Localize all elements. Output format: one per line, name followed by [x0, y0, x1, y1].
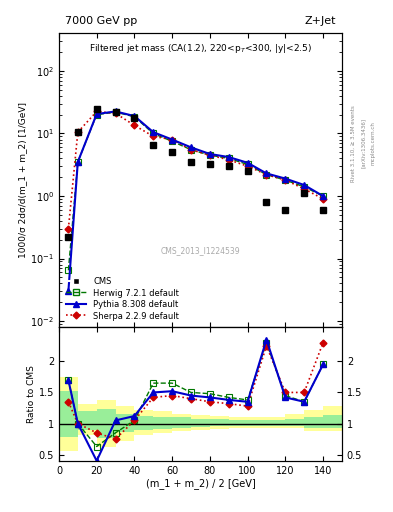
X-axis label: (m_1 + m_2) / 2 [GeV]: (m_1 + m_2) / 2 [GeV] [145, 478, 255, 489]
Legend: CMS, Herwig 7.2.1 default, Pythia 8.308 default, Sherpa 2.2.9 default: CMS, Herwig 7.2.1 default, Pythia 8.308 … [63, 274, 182, 323]
Text: Z+Jet: Z+Jet [305, 16, 336, 26]
Text: Filtered jet mass (CA(1.2), 220<p$_T$<300, |y|<2.5): Filtered jet mass (CA(1.2), 220<p$_T$<30… [89, 42, 312, 55]
Y-axis label: Ratio to CMS: Ratio to CMS [27, 365, 36, 423]
Text: 7000 GeV pp: 7000 GeV pp [64, 16, 137, 26]
Text: mcplots.cern.ch: mcplots.cern.ch [370, 121, 375, 165]
Text: [arXiv:1306.3436]: [arXiv:1306.3436] [361, 118, 366, 168]
Text: CMS_2013_I1224539: CMS_2013_I1224539 [161, 246, 240, 255]
Text: Rivet 3.1.10, ≥ 3.5M events: Rivet 3.1.10, ≥ 3.5M events [351, 105, 356, 182]
Y-axis label: 1000/σ 2dσ/d(m_1 + m_2) [1/GeV]: 1000/σ 2dσ/d(m_1 + m_2) [1/GeV] [18, 102, 28, 258]
